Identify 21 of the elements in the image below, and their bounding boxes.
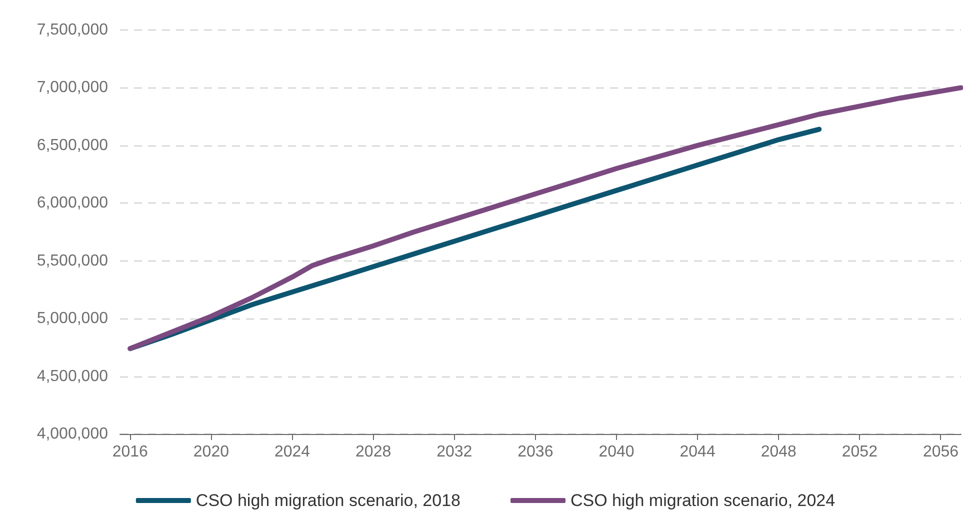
x-tick-label: 2052 xyxy=(842,444,878,460)
y-tick-label: 7,500,000 xyxy=(36,22,108,38)
x-tick-label: 2040 xyxy=(598,444,634,460)
legend-label: CSO high migration scenario, 2018 xyxy=(196,491,461,510)
x-tick-label: 2036 xyxy=(518,444,554,460)
x-tick-label: 2044 xyxy=(680,444,716,460)
y-tick-label: 4,500,000 xyxy=(36,368,108,385)
x-tick-label: 2056 xyxy=(922,444,959,460)
x-tick-label: 2048 xyxy=(760,444,797,460)
y-tick-label: 5,500,000 xyxy=(36,252,108,270)
y-tick-label: 6,500,000 xyxy=(36,136,108,154)
x-tick-label: 2020 xyxy=(193,444,230,460)
y-tick-label: 4,000,000 xyxy=(36,426,108,442)
y-tick-label: 6,000,000 xyxy=(36,194,108,212)
x-tick-label: 2024 xyxy=(274,444,310,460)
legend-label: CSO high migration scenario, 2024 xyxy=(570,491,836,510)
y-tick-label: 7,000,000 xyxy=(36,79,108,96)
x-tick-label: 2032 xyxy=(436,444,472,460)
y-tick-label: 5,000,000 xyxy=(36,310,108,328)
x-tick-label: 2028 xyxy=(356,444,392,460)
x-tick-label: 2016 xyxy=(112,444,148,460)
